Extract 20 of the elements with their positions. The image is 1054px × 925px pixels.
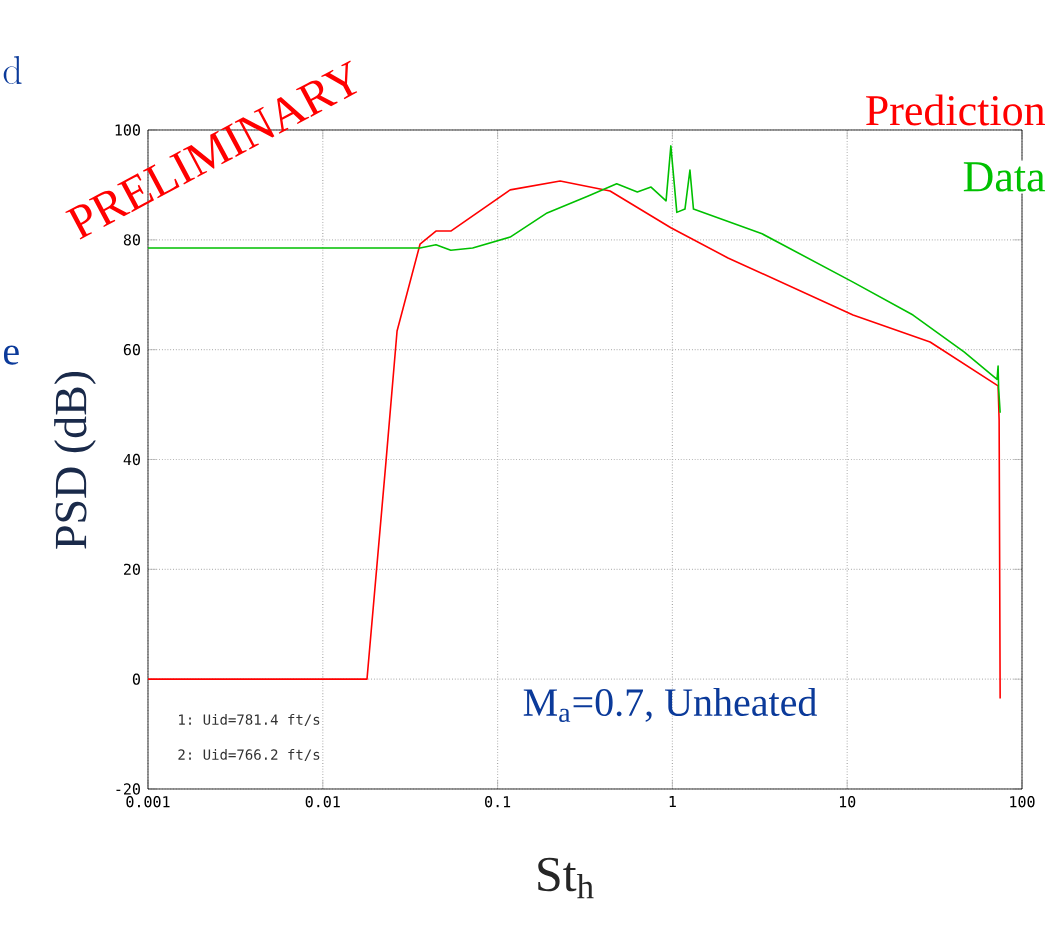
text: Prediction xyxy=(866,94,1045,126)
x-tick-label: 0.01 xyxy=(305,796,340,808)
annotation: 1: Uid=781.4 ft/s xyxy=(179,714,320,726)
text: d xyxy=(3,55,22,85)
y-tick-label: 40 xyxy=(123,453,140,466)
annotation: 2: Uid=766.2 ft/s xyxy=(178,749,320,761)
x-tick-label: 0.001 xyxy=(126,796,170,808)
y-tick-label: 20 xyxy=(124,563,140,576)
y-tick-label: 60 xyxy=(123,344,140,356)
text: Data xyxy=(963,162,1046,192)
x-tick-label: 1 xyxy=(669,796,676,807)
x-tick-label: 10 xyxy=(839,796,856,808)
y-tick-label: 0 xyxy=(132,673,140,685)
x-axis-title: St$_{h}$ xyxy=(538,857,594,899)
y-tick-label: -20 xyxy=(116,783,140,795)
x-tick-label: 100 xyxy=(1010,796,1035,808)
annotation: M$_{a}$=0.7, Unheated xyxy=(523,687,817,723)
x-tick-label: 0.1 xyxy=(485,796,511,808)
text: e xyxy=(3,345,19,365)
y-axis-title: PSD (dB) xyxy=(54,371,96,549)
